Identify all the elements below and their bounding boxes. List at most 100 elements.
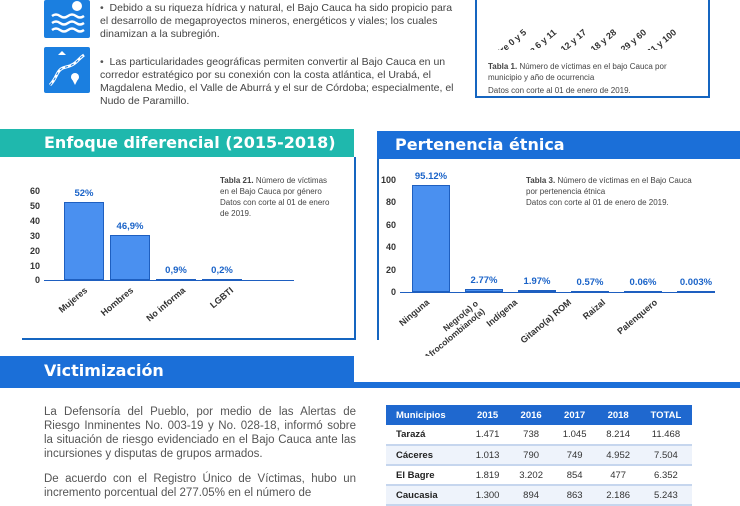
y-tick: 40 (385, 242, 396, 252)
cell: 11.468 (639, 425, 692, 446)
cell: 6.352 (639, 465, 692, 486)
y-tick: 40 (29, 216, 40, 226)
victim-section-title: Victimización (44, 361, 164, 380)
data-label: 46,9% (116, 221, 144, 233)
x-label: Raizal (580, 297, 608, 322)
y-tick: 100 (380, 175, 396, 185)
y-tick: 80 (385, 197, 396, 207)
cell: 477 (596, 465, 640, 486)
y-tick: 50 (29, 201, 40, 211)
x-axis-line (400, 292, 715, 293)
bar-no-informa (156, 278, 196, 281)
cell: 854 (552, 465, 597, 486)
x-label: Mujeres (56, 285, 90, 315)
gender-section-title: Enfoque diferencial (2015-2018) (44, 133, 336, 152)
bar-ninguna (412, 185, 450, 292)
col-header: TOTAL (639, 405, 692, 425)
data-label: 95.12% (414, 171, 448, 183)
ethnic-chart: 100 80 60 40 20 0 95.12% 2.77% 1.97% 0.5… (370, 170, 740, 362)
age-label: Entre 0 y 5 (486, 27, 529, 50)
cell: 738 (509, 425, 553, 446)
y-tick: 0 (34, 275, 40, 285)
gender-cutoff: Datos con corte al 01 de enero de 2019. (220, 198, 330, 218)
bar-gitano (571, 291, 609, 293)
victim-title-notch (354, 356, 740, 382)
cell: 5.243 (639, 485, 692, 506)
cell: 8.214 (596, 425, 640, 446)
col-header: 2017 (552, 405, 597, 425)
cell: Tarazá (386, 425, 466, 446)
cell: 863 (552, 485, 597, 506)
y-tick: 60 (29, 186, 40, 196)
y-tick: 30 (29, 231, 40, 241)
col-header: Municipios (386, 405, 466, 425)
age-table-caption: Tabla 1. Número de víctimas en el bajo C… (488, 62, 667, 82)
cell: 1.013 (465, 445, 510, 466)
cell: 2.186 (596, 485, 640, 506)
ethnic-section-title: Pertenencia étnica (395, 135, 565, 154)
bar-afro (465, 288, 503, 292)
bar-hombres (110, 235, 150, 280)
col-header: 2015 (465, 405, 510, 425)
bar-raizal (624, 291, 662, 293)
cell: 3.202 (509, 465, 553, 486)
cell: 7.504 (639, 445, 692, 466)
ethnic-rule-left (377, 159, 379, 340)
data-label: 0,9% (165, 264, 187, 276)
cell: 4.952 (596, 445, 640, 466)
bullet-text-2: • Las particularidades geográficas permi… (100, 56, 454, 107)
table-row: Tarazá 1.471 738 1.045 8.214 11.468 (386, 425, 692, 446)
cell: 790 (509, 445, 553, 466)
road-map-icon (44, 47, 90, 93)
x-label: Ninguna (397, 297, 432, 328)
victim-paragraph-2: De acuerdo con el Registro Único de Víct… (44, 473, 356, 499)
bar-lgbti (202, 279, 242, 281)
data-label: 0.06% (629, 277, 657, 288)
ethnic-caption: Tabla 3. Número de víctimas en el Bajo C… (526, 176, 692, 196)
bar-palenquero (677, 291, 715, 293)
table-row: Caucasia 1.300 894 863 2.186 5.243 (386, 485, 692, 506)
table-row: El Bagre 1.819 3.202 854 477 6.352 (386, 465, 692, 486)
gender-title-bar (0, 129, 354, 157)
col-header: 2018 (596, 405, 640, 425)
x-label: LGBTI (208, 285, 236, 311)
ethnic-title-bar (377, 131, 740, 159)
cell: 749 (552, 445, 597, 466)
cell: 894 (509, 485, 553, 506)
table-header-row: Municipios 2015 2016 2017 2018 TOTAL (386, 405, 692, 425)
water-sun-icon (44, 0, 90, 38)
municipios-table: Municipios 2015 2016 2017 2018 TOTAL Tar… (386, 405, 692, 506)
x-label: Gitano(a) ROM (518, 297, 574, 346)
cell: 1.300 (465, 485, 510, 506)
bar-mujeres (64, 202, 104, 280)
cell: 1.819 (465, 465, 510, 486)
y-tick: 60 (385, 220, 396, 230)
gender-rule-right (354, 157, 356, 340)
bar-indigena (518, 289, 556, 292)
data-label: 52% (74, 188, 94, 199)
col-header: 2016 (509, 405, 553, 425)
table-row: Cáceres 1.013 790 749 4.952 7.504 (386, 445, 692, 466)
y-tick: 20 (385, 265, 396, 275)
bullet-text-1: • Debido a su riqueza hídrica y natural,… (100, 2, 453, 40)
age-table-frame (475, 0, 710, 98)
y-tick: 0 (390, 287, 396, 297)
gender-caption: Tabla 21. Número de víctimas en el Bajo … (220, 176, 328, 196)
gender-chart: 60 50 40 30 20 10 0 52% 46,9% 0,9% 0,2% … (20, 180, 320, 340)
cell: 1.045 (552, 425, 597, 446)
age-table-labels: Entre 0 y 5 Entre 6 y 11 Entre 12 y 17 E… (485, 0, 705, 50)
cell: Cáceres (386, 445, 466, 466)
cell: El Bagre (386, 465, 466, 486)
ethnic-cutoff: Datos con corte al 01 de enero de 2019. (526, 198, 669, 207)
cell: Caucasia (386, 485, 466, 506)
x-label: Palenquero (615, 297, 660, 337)
data-label: 2.77% (470, 274, 498, 286)
data-label: 1.97% (523, 275, 551, 287)
x-label: Hombres (98, 285, 136, 318)
data-label: 0.003% (679, 277, 713, 288)
x-label: No informa (144, 285, 188, 324)
y-tick: 20 (29, 246, 40, 256)
cell: 1.471 (465, 425, 510, 446)
victim-paragraph-1: La Defensoría del Pueblo, por medio de l… (44, 406, 356, 460)
gender-rule-bottom (22, 338, 356, 340)
